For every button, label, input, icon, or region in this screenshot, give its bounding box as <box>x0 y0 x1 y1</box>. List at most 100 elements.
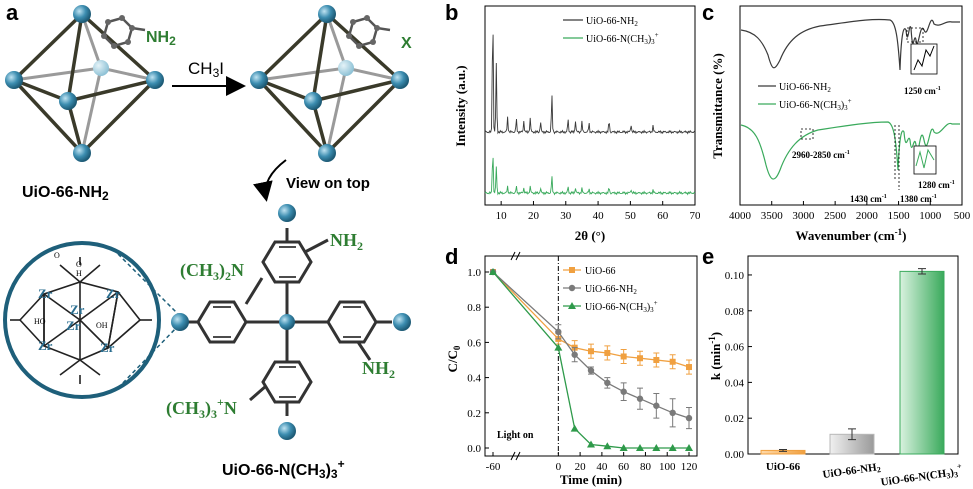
x-tick-label: 0 <box>556 461 562 473</box>
hydroxyl-label: OH <box>96 321 108 330</box>
legend-label-nme3: UiO-66-N(CH3)3+ <box>586 31 659 46</box>
data-point <box>620 388 627 395</box>
annotation-1250: 1250 cm-1 <box>904 86 941 96</box>
data-point <box>604 379 611 387</box>
dimethylamino-label: (CH3)2N <box>180 260 244 283</box>
category-label-nme3: UiO-66-N(CH3)3+ <box>879 461 963 489</box>
panel-a-scheme: NH2 CH3I <box>3 5 412 481</box>
annotation-1430: 1430 cm-1 <box>850 194 887 204</box>
data-point <box>652 444 661 451</box>
legend-label-nh2: UiO-66-NH2 <box>779 82 831 94</box>
y-axis-label: Intensity (a.u.) <box>453 65 468 146</box>
y-tick-label: 0.00 <box>725 449 745 461</box>
legend-label-nh2: UiO-66-NH2 <box>586 16 638 28</box>
legend-marker <box>569 267 575 273</box>
zr-atom: Zr <box>66 318 81 333</box>
panel-letter-d: d <box>445 244 459 269</box>
view-arrow <box>253 159 287 202</box>
y-tick-label: 0.04 <box>725 377 745 389</box>
y-tick-label: 0.06 <box>725 342 745 354</box>
o-label: O <box>54 251 60 260</box>
category-label-nh2: UiO-66-NH2 <box>822 461 882 482</box>
data-point <box>669 409 676 416</box>
view-on-top-label: View on top <box>286 175 370 192</box>
data-point <box>554 343 563 351</box>
axis-break <box>510 251 521 261</box>
data-point <box>636 444 644 451</box>
data-point <box>685 414 693 422</box>
legend-label-nme3: UiO-66-N(CH3)3+ <box>779 97 852 112</box>
data-point <box>571 351 578 358</box>
x-tick-label: 70 <box>690 210 701 222</box>
series-line <box>492 271 689 449</box>
x-tick-label: 1000 <box>919 210 942 222</box>
legend-label-nme3: UiO-66-N(CH3)3+ <box>585 299 658 314</box>
zr-atom: Zr <box>106 286 121 301</box>
zr-atom: Zr <box>38 338 53 353</box>
y-tick-label: 0.8 <box>467 302 481 314</box>
x-axis-label: Time (min) <box>560 472 622 487</box>
hydroxyl-label: HO <box>34 317 46 326</box>
xrd-curve-nh2 <box>484 34 696 135</box>
o-label: O <box>76 260 82 269</box>
trimethylammonium-label: (CH3)3+N <box>166 395 237 421</box>
data-point <box>587 367 595 374</box>
plot-frame <box>739 5 963 206</box>
octahedron-right: X <box>250 5 412 162</box>
panel-letter-a: a <box>6 0 19 25</box>
bottom-framework-label: UiO-66-N(CH3)3+ <box>222 457 345 481</box>
error-bar <box>848 428 856 441</box>
x-tick-label: -60 <box>486 461 501 473</box>
data-point <box>619 444 628 451</box>
y-tick-label: 0.6 <box>467 337 481 349</box>
xrd-chart: 10 20 30 40 50 60 70 2θ (°) Intensity (a.u.) U… <box>453 5 701 243</box>
ftir-curve-nme3 <box>740 121 960 180</box>
legend-marker <box>568 302 576 309</box>
data-point <box>588 348 594 355</box>
zr-atom: Zr <box>70 302 85 317</box>
inset-box <box>906 27 924 43</box>
x-tick-label: 30 <box>560 210 572 222</box>
x-axis-label: 2θ (°) <box>575 228 605 243</box>
data-point <box>669 358 676 365</box>
y-axis-label: Transmittance (%) <box>710 53 725 159</box>
zr-cluster: Zr Zr Zr Zr Zr Zr HO OH H O O <box>3 241 161 399</box>
x-tick-label: 20 <box>528 210 540 222</box>
panel-letter-c: c <box>702 0 715 25</box>
x-label: X <box>401 35 412 52</box>
x-tick-label: 100 <box>659 461 676 473</box>
y-tick-label: 1.0 <box>467 267 481 279</box>
zr-atom: Zr <box>38 286 53 301</box>
zr-atom: Zr <box>100 340 115 355</box>
x-tick-label: 120 <box>681 461 698 473</box>
data-point <box>685 444 693 451</box>
x-tick-label: 2500 <box>824 210 847 222</box>
x-tick-label: 3500 <box>761 210 784 222</box>
x-tick-label: 4000 <box>729 210 752 222</box>
x-tick-label: 40 <box>596 461 608 473</box>
xrd-curve-nme3 <box>484 157 696 196</box>
inset-box <box>800 128 814 140</box>
panel-letter-e: e <box>702 244 715 269</box>
ftir-chart: 4000 3500 3000 2500 2000 1500 1000 500 Wavenumb… <box>710 5 971 243</box>
series-line <box>492 271 690 419</box>
x-tick-label: 20 <box>575 461 587 473</box>
x-tick-label: 2000 <box>856 210 879 222</box>
h-label: H <box>76 269 82 278</box>
nh2-top-label: NH2 <box>330 230 363 253</box>
x-tick-label: 1500 <box>888 210 911 222</box>
error-bar <box>918 268 926 275</box>
x-tick-label: 40 <box>593 210 605 222</box>
zoom-line <box>117 253 181 317</box>
x-tick-label: 3000 <box>792 210 815 222</box>
legend-label-uio66: UiO-66 <box>585 266 616 277</box>
axis-break <box>510 451 521 461</box>
y-tick-label: 0.08 <box>725 306 745 318</box>
data-point <box>604 349 611 356</box>
nh2-right-label: NH2 <box>362 358 395 381</box>
annotation-1380: 1380 cm-1 <box>900 194 937 204</box>
data-point <box>570 424 579 432</box>
x-tick-label: 80 <box>640 461 652 473</box>
left-framework-label: UiO-66-NH2 <box>22 184 109 203</box>
data-point <box>668 444 677 451</box>
